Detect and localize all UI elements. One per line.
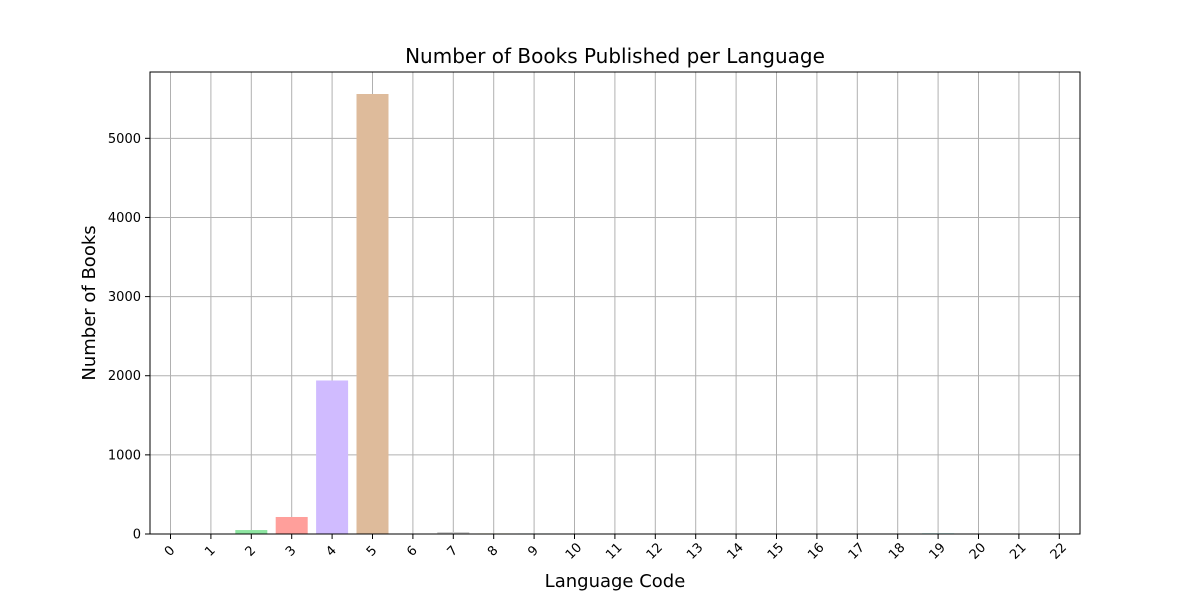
x-tick-label: 13	[684, 540, 706, 562]
x-tick-label: 20	[967, 540, 989, 562]
x-tick-label: 18	[886, 540, 908, 562]
x-tick-label: 6	[404, 543, 420, 559]
y-tick-label: 3000	[108, 290, 141, 305]
x-tick-label: 7	[445, 543, 461, 559]
y-tick-label: 1000	[108, 448, 141, 463]
x-axis-ticks: 0 1 2 3 4 5 6 7 8 9 10 11 12 13 14 15 16 17 18 19 20 21 22	[162, 534, 1070, 563]
x-tick-label: 0	[162, 543, 178, 559]
y-tick-label: 5000	[108, 132, 141, 147]
x-tick-label: 19	[926, 540, 948, 562]
grid-lines	[150, 72, 1080, 535]
x-tick-label: 8	[485, 543, 501, 559]
x-tick-label: 10	[563, 540, 585, 562]
x-tick-label: 3	[283, 543, 299, 559]
x-tick-label: 5	[364, 543, 380, 559]
x-tick-label: 1	[202, 543, 218, 559]
x-tick-label: 15	[765, 540, 787, 562]
y-tick-label: 0	[133, 528, 141, 543]
x-tick-label: 2	[243, 543, 259, 559]
y-axis-label: Number of Books	[79, 225, 100, 380]
x-tick-label: 16	[805, 540, 827, 562]
y-tick-label: 2000	[108, 369, 141, 384]
x-tick-label: 11	[603, 540, 625, 562]
y-axis-ticks: 0 1000 2000 3000 4000 5000	[108, 132, 150, 543]
bar-7	[437, 532, 470, 534]
x-axis-label: Language Code	[545, 571, 686, 592]
x-tick-label: 14	[724, 540, 746, 562]
x-tick-label: 9	[525, 543, 541, 559]
bar-5	[356, 94, 389, 534]
x-tick-label: 21	[1007, 540, 1029, 562]
y-tick-label: 4000	[108, 211, 141, 226]
x-tick-label: 12	[644, 540, 666, 562]
bar-4	[316, 380, 349, 534]
bar-3	[275, 516, 308, 534]
x-tick-label: 4	[323, 543, 339, 559]
bar-2	[235, 530, 268, 534]
x-tick-label: 22	[1048, 540, 1070, 562]
x-tick-label: 17	[846, 540, 868, 562]
chart-title: Number of Books Published per Language	[405, 44, 825, 68]
